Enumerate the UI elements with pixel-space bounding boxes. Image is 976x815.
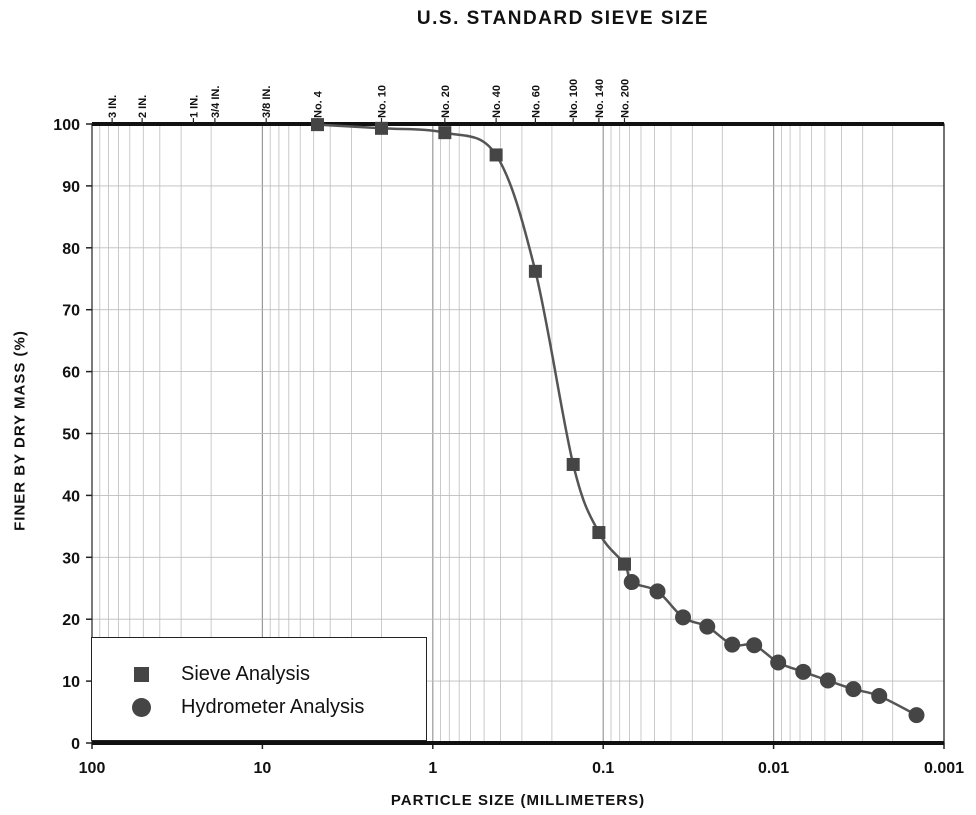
sieve-size-label: 3/4 IN. <box>210 86 222 118</box>
y-tick-label: 0 <box>71 736 80 753</box>
sieve-point <box>617 557 631 571</box>
x-tick-label: 10 <box>254 760 272 777</box>
hydrometer-point <box>795 663 812 680</box>
sieve-size-label: No. 40 <box>491 85 503 118</box>
y-tick-label: 10 <box>62 674 80 691</box>
hydrometer-point <box>819 672 836 689</box>
y-tick-label: 70 <box>62 303 80 320</box>
y-tick-label: 100 <box>53 117 80 134</box>
sieve-point <box>566 457 580 471</box>
sieve-size-label: No. 60 <box>530 85 542 118</box>
sieve-size-label: No. 140 <box>594 79 606 118</box>
y-axis-label: FINER BY DRY MASS (%) <box>11 330 29 531</box>
x-axis-label: PARTICLE SIZE (MILLIMETERS) <box>390 792 646 809</box>
sieve-size-label: 2 IN. <box>137 95 149 118</box>
y-tick-label: 50 <box>62 427 80 444</box>
x-tick-label: 1 <box>428 760 437 777</box>
sieve-size-label: 1 IN. <box>188 95 200 118</box>
sieve-size-label: 3/8 IN. <box>261 86 273 118</box>
sieve-size-label: 3 IN. <box>107 95 119 118</box>
hydrometer-point <box>623 574 640 591</box>
hydrometer-point <box>675 609 692 626</box>
x-tick-label: 0.001 <box>924 760 964 777</box>
y-tick-label: 20 <box>62 612 80 629</box>
hydrometer-point <box>746 637 763 654</box>
sieve-point <box>310 118 324 132</box>
legend-item-hydrometer: Hydrometer Analysis <box>92 693 426 723</box>
hydrometer-point <box>770 654 787 671</box>
circle-marker-icon <box>132 698 151 717</box>
sieve-point <box>528 264 542 278</box>
y-tick-label: 90 <box>62 179 80 196</box>
x-tick-label: 0.1 <box>592 760 614 777</box>
legend-item-sieve: Sieve Analysis <box>92 660 426 690</box>
y-tick-label: 40 <box>62 488 80 505</box>
sieve-point <box>375 121 389 135</box>
hydrometer-point <box>871 687 888 704</box>
hydrometer-point <box>724 636 741 653</box>
sieve-size-label: No. 200 <box>619 79 631 118</box>
legend: Sieve Analysis Hydrometer Analysis <box>91 637 427 741</box>
x-tick-label: 0.01 <box>758 760 789 777</box>
sieve-size-label: No. 100 <box>568 79 580 118</box>
hydrometer-point <box>649 583 666 600</box>
hydrometer-point <box>699 618 716 635</box>
gradation-curve <box>317 123 918 717</box>
sieve-point <box>438 126 452 140</box>
sieve-size-label: No. 20 <box>440 85 452 118</box>
y-tick-label: 30 <box>62 550 80 567</box>
hydrometer-point <box>845 681 862 698</box>
square-marker-icon <box>134 667 149 682</box>
sieve-size-label: No. 10 <box>377 85 389 118</box>
sieve-point <box>592 526 606 540</box>
sieve-size-label: No. 4 <box>312 90 324 118</box>
hydrometer-point <box>908 707 925 724</box>
legend-label-sieve: Sieve Analysis <box>181 663 310 685</box>
x-tick-label: 100 <box>79 760 106 777</box>
y-tick-label: 60 <box>62 365 80 382</box>
legend-label-hydrometer: Hydrometer Analysis <box>181 696 365 718</box>
sieve-point <box>489 148 503 162</box>
chart-title: U.S. STANDARD SIEVE SIZE <box>416 8 710 29</box>
y-tick-label: 80 <box>62 241 80 258</box>
